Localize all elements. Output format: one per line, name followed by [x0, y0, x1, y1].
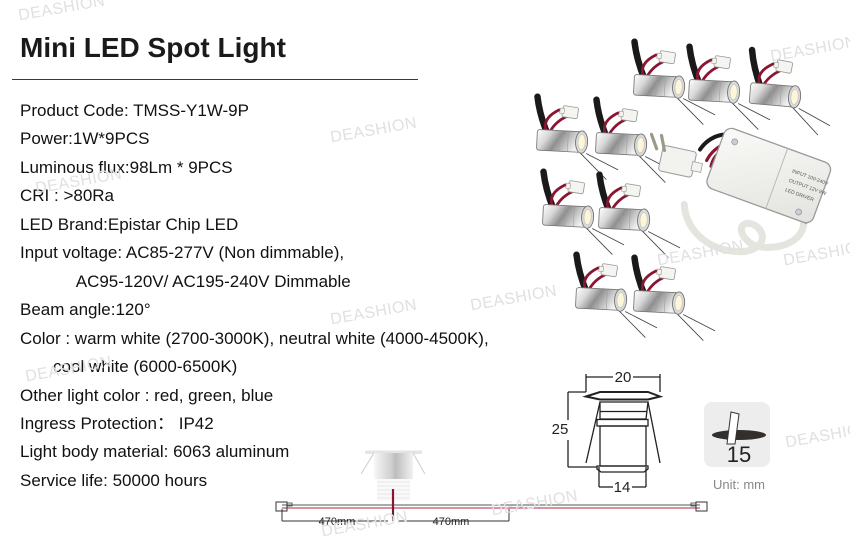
svg-text:25: 25	[552, 421, 569, 438]
svg-text:470mm: 470mm	[319, 516, 356, 528]
svg-text:Unit: mm: Unit: mm	[713, 477, 765, 492]
svg-text:470mm: 470mm	[433, 516, 470, 528]
svg-text:15: 15	[727, 442, 751, 467]
svg-text:20: 20	[615, 369, 632, 386]
svg-text:14: 14	[614, 479, 631, 496]
